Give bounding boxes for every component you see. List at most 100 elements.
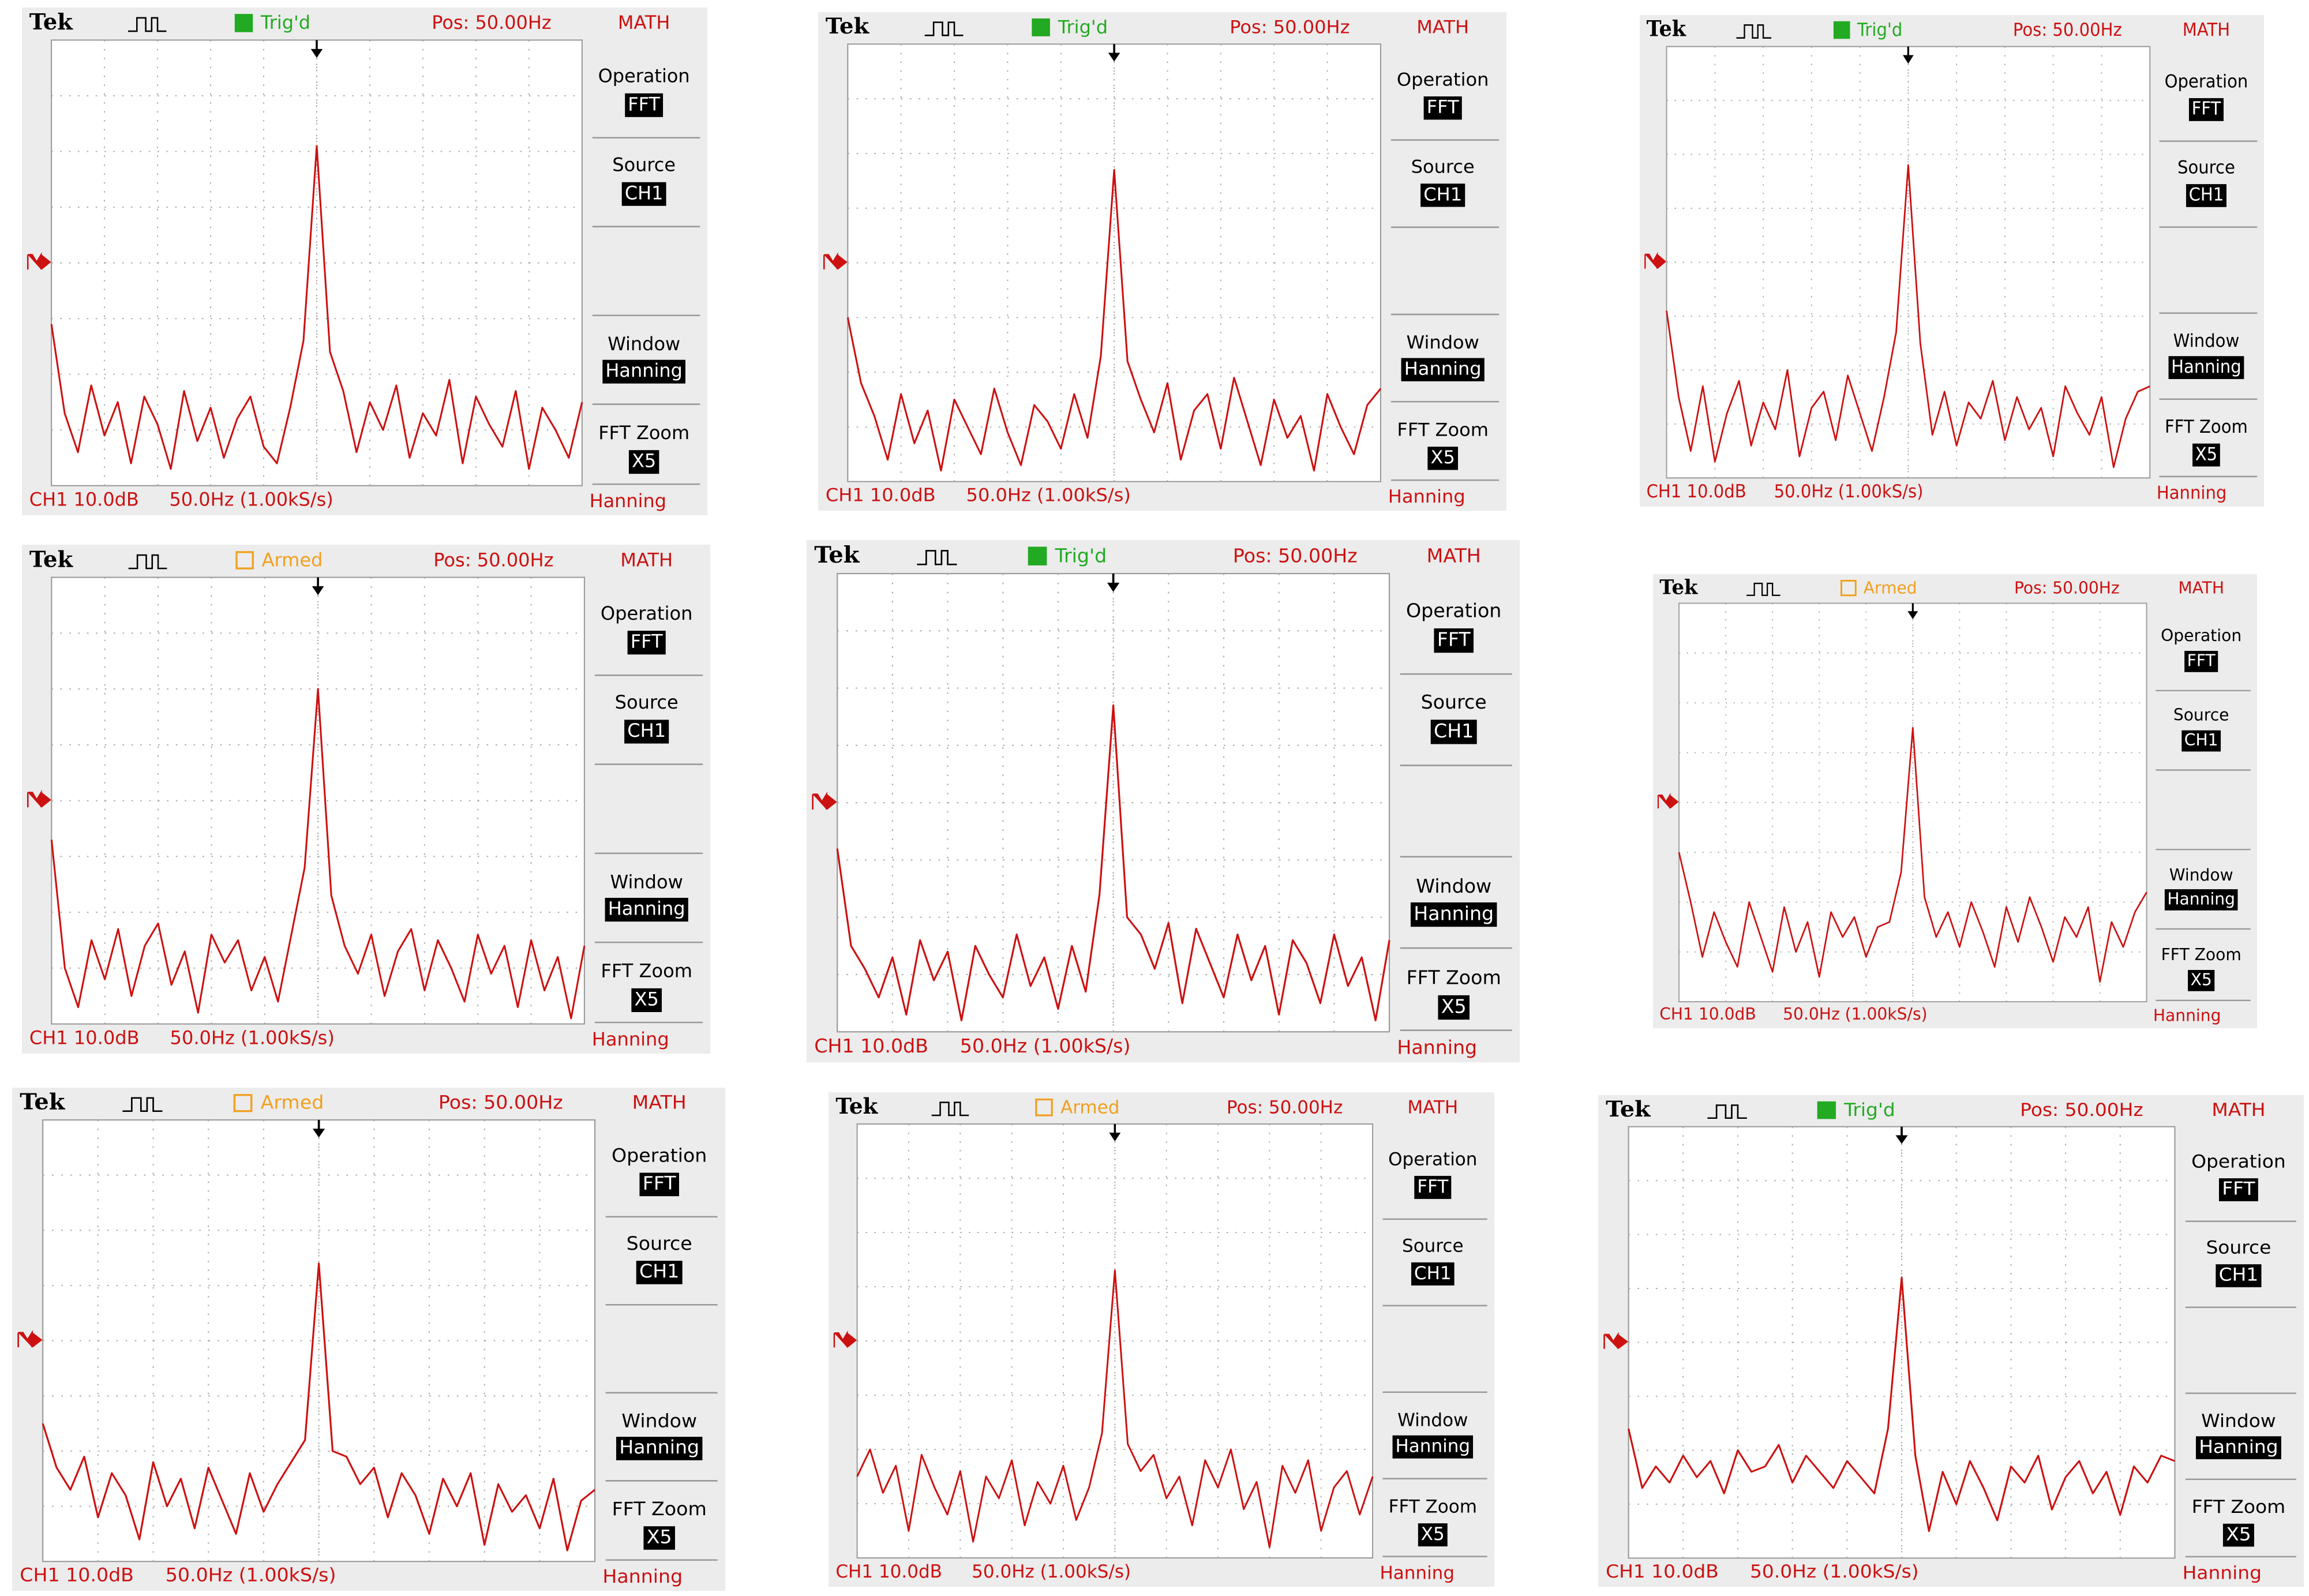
window-readout: Hanning [2157,483,2227,504]
menu-value: CH1 [1414,1263,1452,1284]
menu-label: FFT Zoom [1389,1497,1477,1518]
menu-value-box [636,1260,683,1284]
menu-label: Operation [1388,1149,1477,1170]
timebase: 50.0Hz (1.00kS/s) [960,1035,1131,1057]
status: Armed [261,1092,324,1113]
timebase: 50.0Hz (1.00kS/s) [1774,481,1924,502]
status-icon [1028,546,1047,565]
menu-value: X5 [632,450,656,472]
menu-value: FFT [1417,1177,1449,1197]
scope-screen: Tek Trig'd Pos: 50.00Hz MATH Operation FFT Sou… [22,8,707,515]
fft-trace [50,688,586,1020]
timebase: 50.0Hz (1.00kS/s) [1750,1561,1919,1582]
menu-label: Window [2173,331,2240,351]
position: Pos: 50.00Hz [2013,20,2122,40]
fft-trace [1628,1276,2176,1533]
fft-trace [846,168,1382,472]
menu-value-box [1411,1262,1455,1286]
menu-value-box [631,988,662,1012]
timebase: 50.0Hz (1.00kS/s) [1783,1005,1927,1024]
trigger-arrow [310,40,323,58]
menu-value: FFT [643,1172,676,1194]
menu-label: Window [610,871,683,893]
menu-value-box [624,720,669,744]
menu-value-box [2192,443,2220,467]
mode: MATH [632,1092,687,1113]
scope-screen: Tek Armed Pos: 50.00Hz MATH Operation FFT Sour… [22,545,710,1054]
menu-value-box [1434,628,1474,653]
menu-value-box [2164,889,2238,911]
position: Pos: 50.00Hz [2020,1099,2143,1121]
screen-svg: Tek Trig'd Pos: 50.00Hz MATH Operation FFT Sou… [27,9,700,512]
status-icon [234,14,253,32]
menu-value-box [616,1437,703,1460]
menu-value-box [1420,183,1465,207]
screen-svg: Tek Trig'd Pos: 50.00Hz MATH Operation FFT Sou… [1603,1097,2296,1583]
menu-value: X5 [1421,1524,1445,1545]
menu-label: Operation [2191,1151,2286,1172]
screen-svg: Tek Trig'd Pos: 50.00Hz MATH Operation FFT Sou… [823,13,1500,507]
math-marker [1603,1332,1629,1349]
pulse-icon [1736,24,1772,39]
brand: Tek [1647,16,1686,42]
channel-scale: CH1 10.0dB [29,488,139,510]
menu-value: CH1 [625,182,664,204]
window-readout: Hanning [602,1566,683,1587]
position: Pos: 50.00Hz [1227,1097,1343,1118]
menu-value: Hanning [2171,357,2241,377]
channel-scale: CH1 10.0dB [29,1026,140,1048]
menu-value-box [1427,447,1458,470]
menu-value-box [628,450,659,474]
menu-label: Operation [1397,70,1489,91]
menu-value-box [1414,1175,1452,1199]
window-readout: Hanning [1397,1036,1477,1059]
menu-value-box [2181,730,2221,752]
menu-label: FFT Zoom [598,422,689,444]
pulse-icon [1746,582,1781,596]
timebase: 50.0Hz (1.00kS/s) [972,1561,1131,1582]
menu-value: FFT [1427,97,1459,118]
status: Trig'd [1055,545,1107,567]
channel-scale: CH1 10.0dB [814,1035,928,1057]
menu-label: Source [1411,157,1475,178]
math-marker [833,1330,857,1348]
menu-value: X5 [1430,447,1455,468]
pulse-icon [128,554,167,570]
channel-scale: CH1 10.0dB [826,485,936,506]
menu-label: Source [627,1232,692,1254]
status: Trig'd [260,12,310,33]
window-readout: Hanning [2153,1006,2221,1025]
menu-label: Window [621,1410,697,1432]
pulse-icon [1707,1104,1747,1119]
channel-scale: CH1 10.0dB [1659,1005,1756,1024]
menu-value: Hanning [619,1437,699,1458]
fft-trace [42,1262,596,1552]
window-readout: Hanning [592,1028,669,1050]
menu-value: CH1 [2189,185,2224,205]
screen-svg: Tek Trig'd Pos: 50.00Hz MATH Operation FFT Sou… [812,542,1512,1059]
menu-value-box [2188,970,2215,991]
menu-value: FFT [1437,628,1471,651]
status-icon [1817,1101,1836,1119]
mode: MATH [620,549,673,571]
mode: MATH [2178,578,2224,597]
menu-value-box [1423,96,1462,120]
scope-screen: Tek Armed Pos: 50.00Hz MATH Operation FFT Sour… [1653,574,2257,1028]
menu-value-box [1392,1435,1474,1459]
menu-value-box [2222,1523,2254,1547]
status-icon [1841,579,1857,597]
trigger-arrow [1895,1126,1908,1144]
menu-value: FFT [2222,1178,2255,1200]
scope-screen: Tek Armed Pos: 50.00Hz MATH Operation FFT Sour… [12,1088,725,1591]
menu-value-box [627,631,666,655]
menu-label: FFT Zoom [612,1498,707,1520]
menu-label: Operation [612,1145,707,1166]
menu-value: CH1 [2219,1264,2259,1286]
menu-label: Operation [601,602,693,624]
menu-value: Hanning [2199,1436,2278,1458]
menu-value-box [2168,356,2244,379]
scope-screen: Tek Trig'd Pos: 50.00Hz MATH Operation FFT Sou… [1598,1095,2304,1587]
status: Armed [1060,1097,1119,1118]
math-marker [812,791,837,810]
menu-label: Operation [2161,626,2241,645]
